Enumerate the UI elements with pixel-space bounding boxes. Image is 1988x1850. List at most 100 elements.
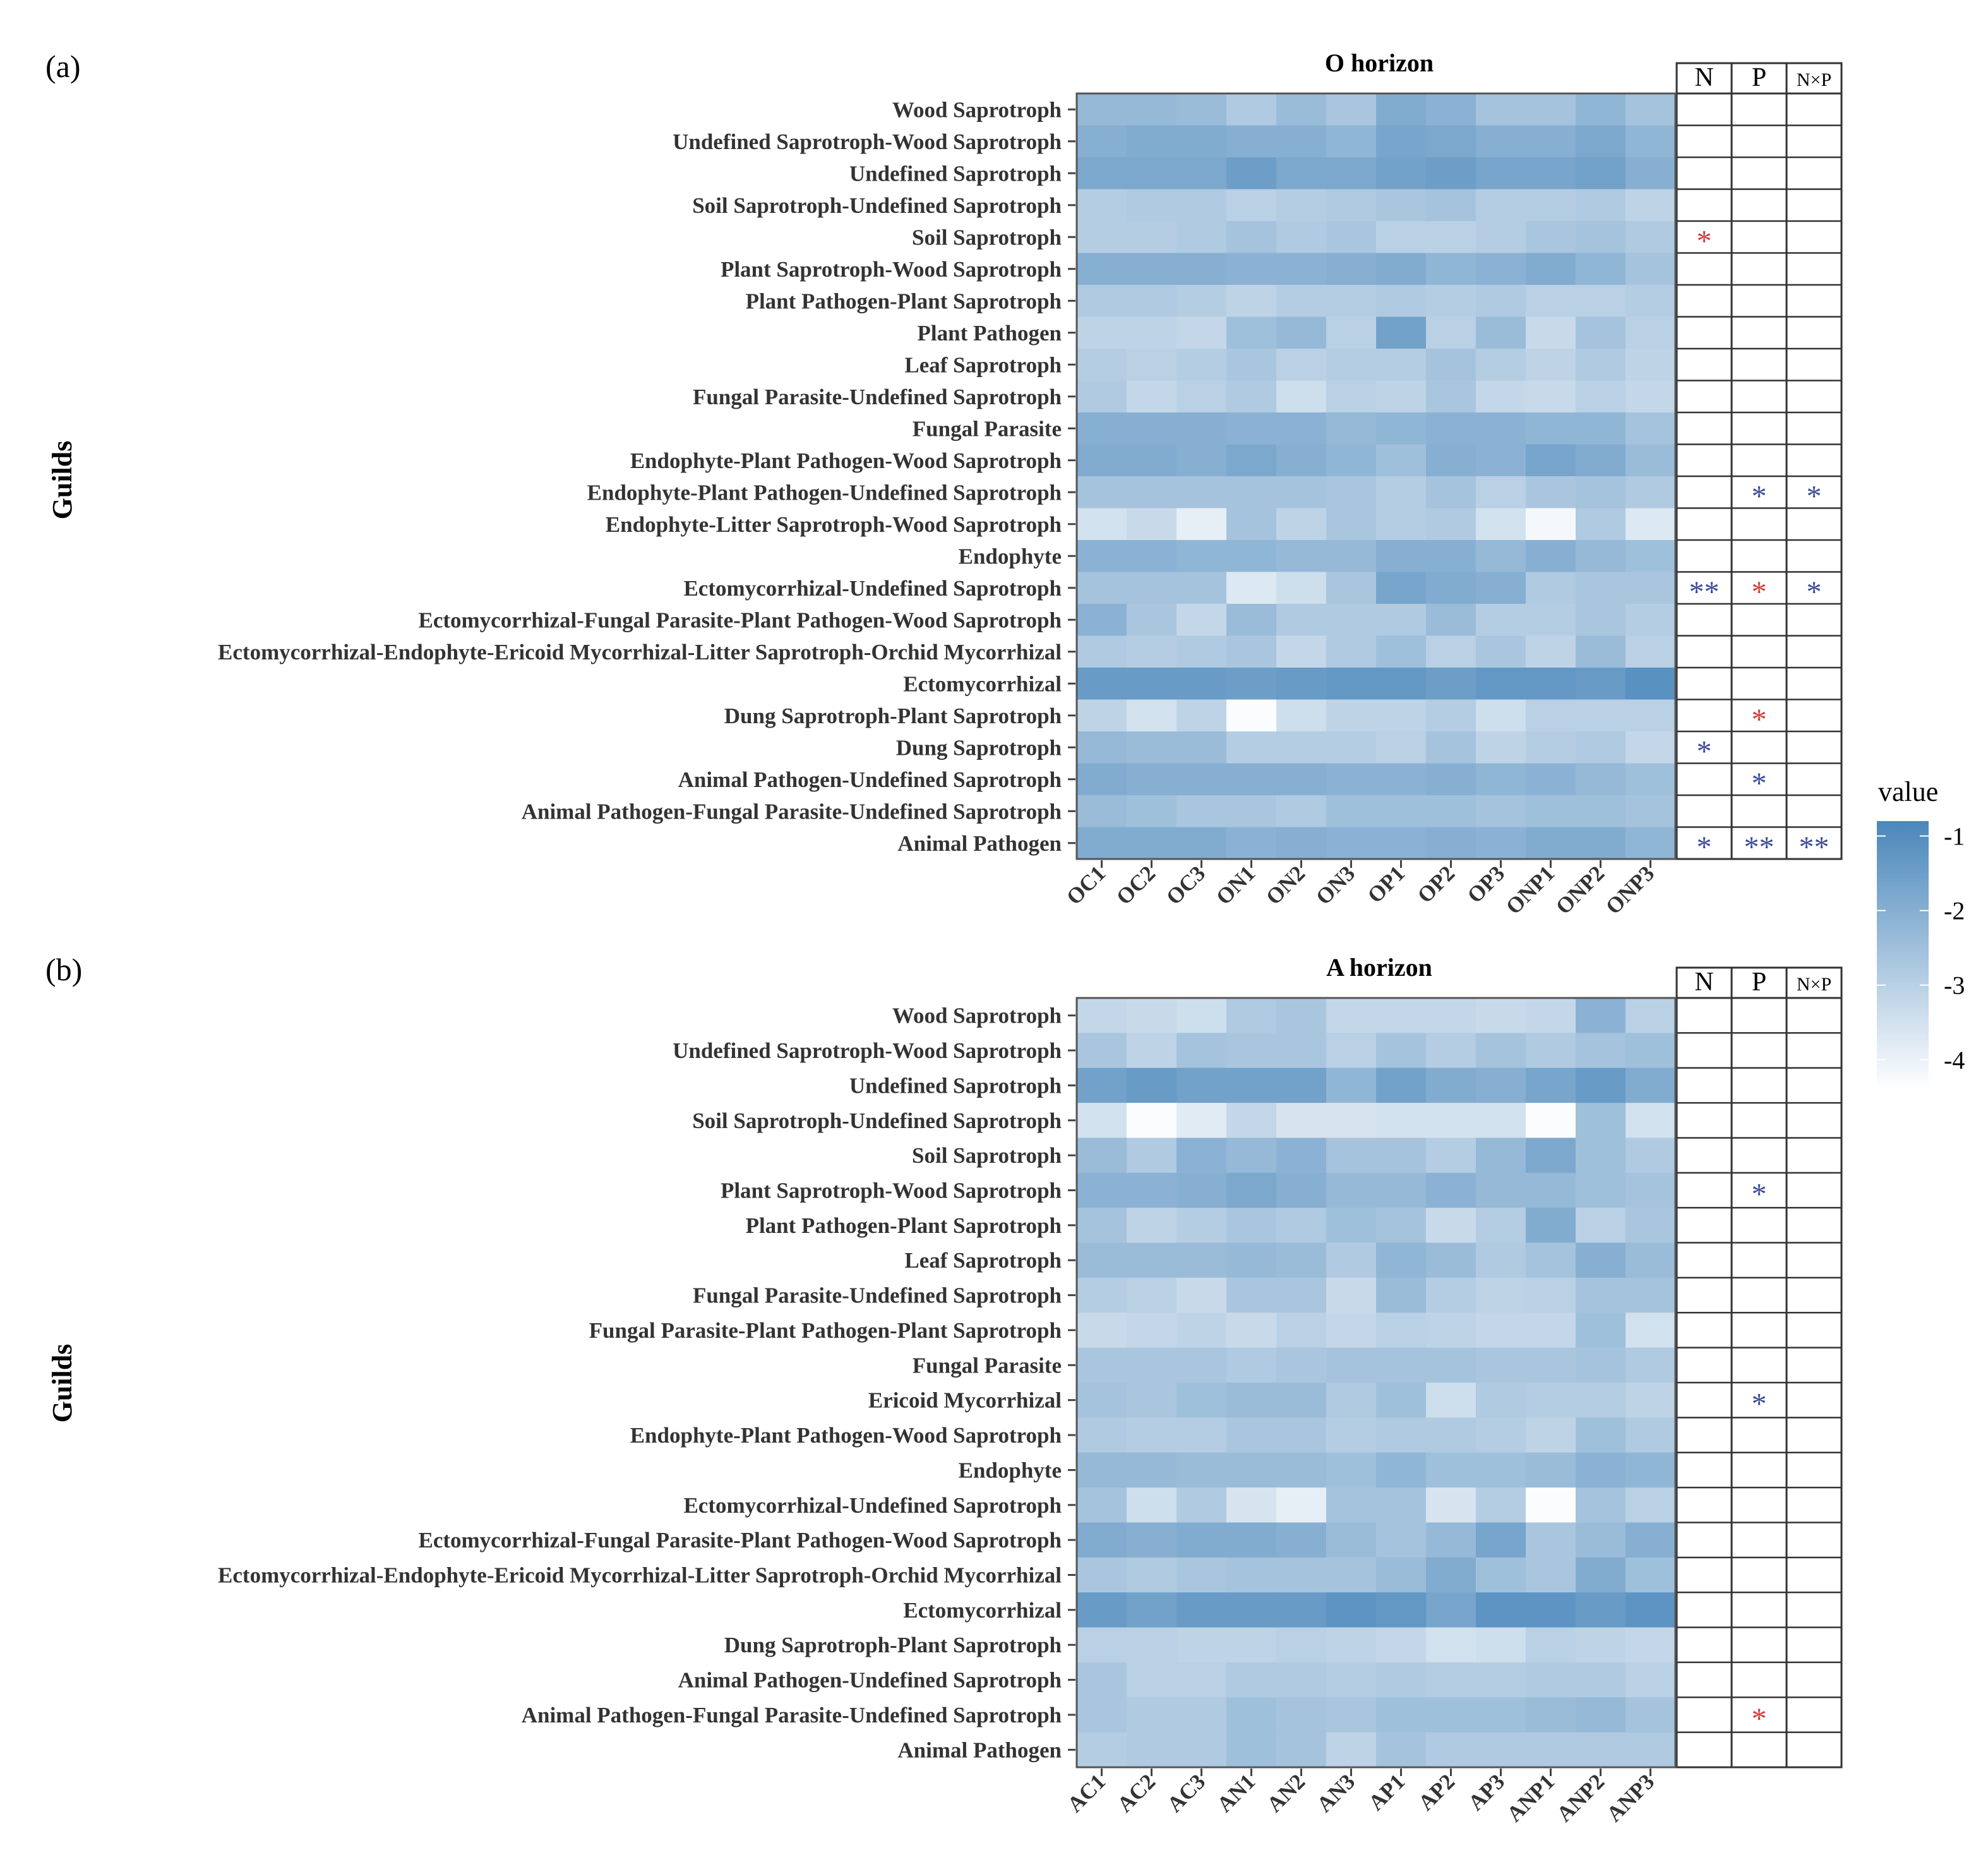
panel-a-o-horizon: (a) O horizon Guilds Wood Saprotroph Unde… [45, 49, 1843, 919]
heatmap-cell [1326, 157, 1377, 190]
heatmap-cell [1376, 1347, 1427, 1383]
heatmap-cell [1276, 1208, 1327, 1244]
heatmap-cell [1576, 476, 1626, 509]
column-label: OC2 [1111, 861, 1160, 910]
heatmap-cell [1077, 1662, 1127, 1698]
heatmap-cell [1426, 316, 1476, 349]
row-label: Fungal Parasite-Undefined Saprotroph [693, 385, 1062, 409]
heatmap-cell [1426, 1312, 1476, 1348]
heatmap-cell [1476, 604, 1526, 637]
heatmap-cell [1226, 998, 1277, 1033]
heatmap-cell [1476, 1208, 1526, 1244]
heatmap-cell [1326, 1697, 1377, 1733]
heatmap-cell [1426, 285, 1476, 318]
heatmap-cell [1426, 125, 1476, 158]
heatmap-cell [1077, 125, 1127, 158]
heatmap-cell [1127, 444, 1177, 477]
heatmap-cell [1326, 1557, 1377, 1593]
heatmap-cell [1426, 476, 1476, 509]
row-label: Ectomycorrhizal-Undefined Saprotroph [683, 576, 1062, 601]
heatmap-cell [1276, 508, 1327, 541]
row-label: Undefined Saprotroph-Wood Saprotroph [673, 129, 1062, 154]
column-label: ON2 [1261, 861, 1310, 910]
heatmap-cell [1077, 1383, 1127, 1418]
significance-table-b: N P N×P * * * [1675, 966, 1843, 1769]
heatmap-cell [1226, 1383, 1277, 1418]
heatmap-cell [1226, 1347, 1277, 1383]
row-label: Endophyte [959, 544, 1062, 568]
heatmap-cell [1576, 253, 1626, 285]
column-label: ONP3 [1601, 861, 1659, 919]
row-label: Plant Saprotroph-Wood Saprotroph [721, 257, 1062, 282]
row-label: Leaf Saprotroph [904, 352, 1062, 377]
heatmap-cell [1226, 444, 1277, 477]
heatmap-cell [1376, 1277, 1427, 1313]
heatmap-cell [1177, 731, 1227, 764]
row-label: Wood Saprotroph [892, 1004, 1062, 1028]
heatmap-cell [1326, 221, 1377, 254]
heatmap-cell [1626, 699, 1676, 732]
heatmap-cell [1226, 476, 1277, 509]
heatmap-cell [1177, 157, 1227, 190]
row-label: Plant Pathogen-Plant Saprotroph [746, 1213, 1062, 1238]
heatmap-cell [1077, 699, 1127, 732]
heatmap-cell [1426, 1627, 1476, 1663]
heatmap-cell [1077, 349, 1127, 381]
column-label: ONP2 [1551, 861, 1609, 919]
heatmap-cell [1177, 540, 1227, 573]
column-label: ANP1 [1502, 1769, 1559, 1827]
heatmap-cell [1626, 572, 1676, 604]
heatmap-cell [1476, 795, 1526, 828]
heatmap-cell [1376, 1732, 1427, 1768]
heatmap-cell [1077, 1697, 1127, 1733]
heatmap-cell [1626, 125, 1676, 158]
heatmap-cell [1376, 1312, 1427, 1348]
significance-header: P [1752, 968, 1766, 997]
heatmap-cell [1276, 189, 1327, 222]
heatmap-cell [1177, 1592, 1227, 1628]
heatmap-cell [1576, 1732, 1626, 1768]
significance-mark: ** [1744, 831, 1775, 864]
heatmap-cell [1177, 349, 1227, 381]
significance-table-border [1675, 62, 1843, 860]
heatmap-cell [1077, 93, 1127, 126]
heatmap-cell [1326, 1347, 1377, 1383]
heatmap-cell [1376, 444, 1427, 477]
heatmap-cell [1476, 1487, 1526, 1523]
heatmap-cell [1276, 316, 1327, 349]
heatmap-cell [1226, 1277, 1277, 1313]
heatmap-cell [1476, 157, 1526, 190]
heatmap-cell [1476, 1033, 1526, 1069]
heatmap-cell [1376, 1662, 1427, 1698]
heatmap-cell [1626, 1312, 1676, 1348]
heatmap-cell [1376, 253, 1427, 285]
heatmap-cell [1276, 668, 1327, 700]
heatmap-cell [1376, 1697, 1427, 1733]
heatmap-cell [1226, 731, 1277, 764]
heatmap-cell [1476, 572, 1526, 604]
heatmap-cell [1226, 93, 1277, 126]
heatmap-cell [1526, 763, 1576, 796]
heatmap-cell [1177, 221, 1227, 254]
heatmap-cell [1276, 1033, 1327, 1069]
heatmap-cell [1127, 1067, 1177, 1103]
heatmap-cell [1476, 221, 1526, 254]
heatmap-cell [1426, 221, 1476, 254]
row-label: Fungal Parasite-Plant Pathogen-Plant Sap… [589, 1318, 1062, 1343]
heatmap-cell [1426, 1557, 1476, 1593]
heatmap-cell [1526, 1242, 1576, 1278]
row-label: Fungal Parasite-Undefined Saprotroph [693, 1283, 1062, 1308]
heatmap-cell [1127, 763, 1177, 796]
heatmap-cell [1376, 157, 1427, 190]
row-label: Wood Saprotroph [892, 97, 1062, 122]
heatmap-cell [1376, 349, 1427, 381]
heatmap-cell [1226, 412, 1277, 445]
heatmap-cell [1626, 1347, 1676, 1383]
heatmap-cell [1226, 699, 1277, 732]
significance-table-border [1675, 966, 1843, 1769]
heatmap-cell [1526, 540, 1576, 573]
row-label: Endophyte-Plant Pathogen-Wood Saprotroph [630, 1423, 1062, 1448]
heatmap-cell [1276, 1172, 1327, 1208]
heatmap-cell [1426, 998, 1476, 1033]
significance-table-a: N P N×P** *** * ***** ** ** [1675, 62, 1843, 864]
